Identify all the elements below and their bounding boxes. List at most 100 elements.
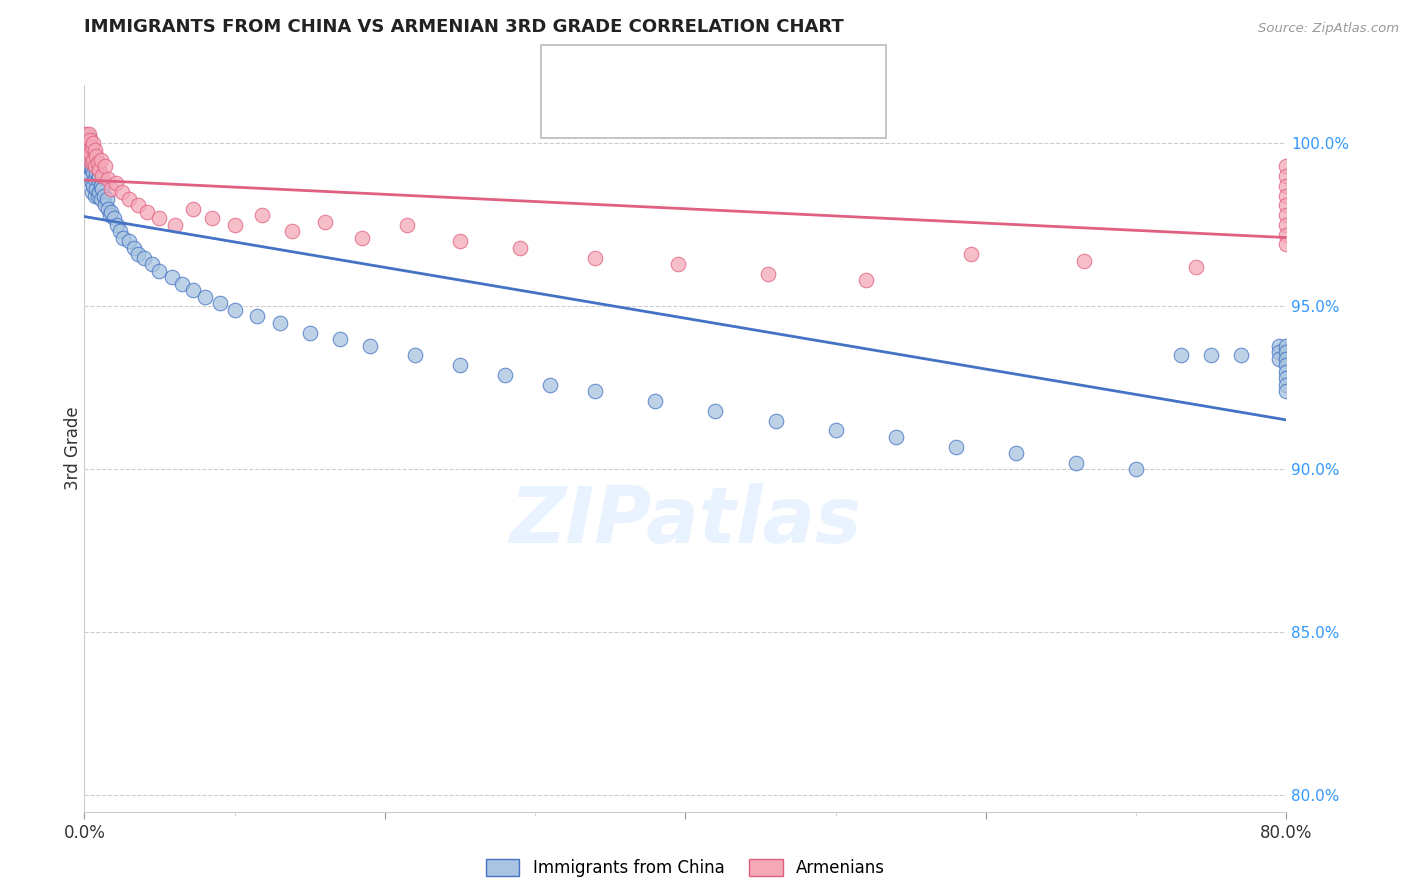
Point xyxy=(80,162,103,177)
Point xyxy=(1275,227,1298,242)
FancyBboxPatch shape xyxy=(548,52,582,85)
Point xyxy=(250,208,273,222)
Point xyxy=(704,403,727,417)
Point xyxy=(83,159,105,173)
Point xyxy=(82,166,104,180)
Point xyxy=(1275,358,1298,372)
Point xyxy=(1201,348,1223,362)
Point xyxy=(76,146,98,161)
Point xyxy=(76,153,98,167)
Point xyxy=(1275,365,1298,379)
Point xyxy=(112,231,135,245)
FancyBboxPatch shape xyxy=(541,45,886,138)
Text: N =: N = xyxy=(741,60,782,78)
Point xyxy=(89,162,111,177)
Point xyxy=(104,176,127,190)
Text: R =: R = xyxy=(593,103,631,121)
Point xyxy=(224,218,246,232)
Point xyxy=(1275,198,1298,212)
Legend: Immigrants from China, Armenians: Immigrants from China, Armenians xyxy=(479,852,891,883)
Point xyxy=(1005,446,1028,460)
Point xyxy=(224,302,246,317)
Point xyxy=(1275,345,1298,359)
Text: ZIPatlas: ZIPatlas xyxy=(509,483,862,559)
Point xyxy=(960,247,983,261)
Text: 83: 83 xyxy=(796,60,821,78)
Point xyxy=(90,153,112,167)
Point xyxy=(118,234,141,248)
Point xyxy=(644,394,666,409)
Point xyxy=(75,139,97,153)
Point xyxy=(82,153,104,167)
Point xyxy=(449,234,471,248)
Point xyxy=(107,218,129,232)
Point xyxy=(86,149,108,163)
Point xyxy=(756,267,779,281)
Point xyxy=(79,146,101,161)
Point xyxy=(98,208,121,222)
Point xyxy=(765,413,787,427)
Point xyxy=(77,143,100,157)
Point xyxy=(855,273,877,287)
Point xyxy=(583,251,606,265)
Point xyxy=(127,198,149,212)
Point xyxy=(1275,208,1298,222)
Point xyxy=(269,316,291,330)
Point xyxy=(87,172,110,186)
Point xyxy=(583,384,606,399)
Point xyxy=(1268,351,1291,366)
Point xyxy=(1275,351,1298,366)
Point xyxy=(148,263,170,277)
Point xyxy=(87,188,110,202)
Point xyxy=(1073,253,1095,268)
Point xyxy=(160,270,183,285)
Point xyxy=(1125,462,1147,476)
Point xyxy=(1275,338,1298,352)
Point xyxy=(82,178,104,193)
Point xyxy=(884,430,907,444)
Point xyxy=(80,139,103,153)
Point xyxy=(94,198,117,212)
Point xyxy=(87,156,110,170)
Point xyxy=(1230,348,1253,362)
Point xyxy=(1275,371,1298,385)
Point xyxy=(1275,178,1298,193)
Point xyxy=(83,188,105,202)
Point xyxy=(75,127,97,141)
Point xyxy=(82,136,104,151)
Point xyxy=(1275,169,1298,183)
Point xyxy=(1268,338,1291,352)
Point xyxy=(79,133,101,147)
Point xyxy=(134,251,156,265)
Text: -0.255: -0.255 xyxy=(651,60,716,78)
Point xyxy=(80,156,103,170)
Point xyxy=(75,143,97,157)
Point xyxy=(86,182,108,196)
Point xyxy=(77,127,100,141)
Point xyxy=(91,182,114,196)
Point xyxy=(280,224,302,238)
Point xyxy=(1275,159,1298,173)
Point xyxy=(122,241,145,255)
Point xyxy=(148,211,170,226)
Point xyxy=(80,186,103,200)
Text: R =: R = xyxy=(593,60,631,78)
Text: Source: ZipAtlas.com: Source: ZipAtlas.com xyxy=(1258,22,1399,36)
Point xyxy=(77,153,100,167)
Point xyxy=(181,202,204,216)
Point xyxy=(404,348,426,362)
Point xyxy=(201,211,224,226)
Point xyxy=(298,326,321,340)
Text: 0.126: 0.126 xyxy=(651,103,709,121)
Point xyxy=(1268,345,1291,359)
Point xyxy=(127,247,149,261)
Point xyxy=(80,176,103,190)
Point xyxy=(194,290,217,304)
Point xyxy=(100,205,122,219)
Point xyxy=(1275,384,1298,399)
Point xyxy=(90,192,112,206)
Point xyxy=(97,202,120,216)
Point xyxy=(77,153,100,167)
Point xyxy=(97,172,120,186)
Point xyxy=(83,143,105,157)
